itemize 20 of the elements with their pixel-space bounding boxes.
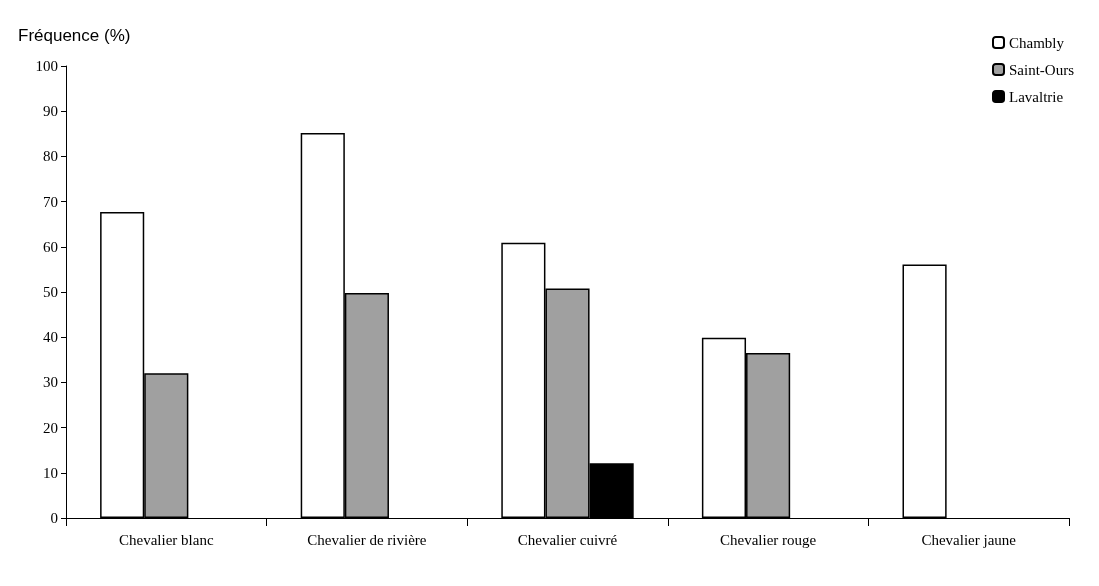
x-tick-label: Chevalier cuivré <box>517 531 618 548</box>
y-tick-label: 100 <box>35 58 58 74</box>
y-tick-label: 70 <box>43 193 58 210</box>
y-axis-title: Fréquence (%) <box>18 26 131 45</box>
y-tick-label: 0 <box>50 510 58 526</box>
x-tick-label: Chevalier rouge <box>719 531 817 548</box>
x-tick-label: Chevalier blanc <box>119 531 214 548</box>
y-tick-label: 60 <box>43 238 58 255</box>
legend-label: Lavaltrie <box>1009 88 1064 105</box>
y-tick-label: 90 <box>43 103 58 120</box>
legend-label: Saint-Ours <box>1009 61 1075 78</box>
x-tick-label: Chevalier de rivière <box>307 531 427 548</box>
x-tick-label: Chevalier jaune <box>921 531 1017 548</box>
legend-label: Chambly <box>1009 34 1065 51</box>
y-tick-label: 50 <box>43 284 58 300</box>
y-tick-label: 20 <box>43 419 58 436</box>
y-tick-label: 80 <box>43 148 58 165</box>
y-tick-label: 40 <box>43 329 58 346</box>
y-tick-label: 30 <box>43 374 58 391</box>
y-tick-label: 10 <box>43 464 58 481</box>
